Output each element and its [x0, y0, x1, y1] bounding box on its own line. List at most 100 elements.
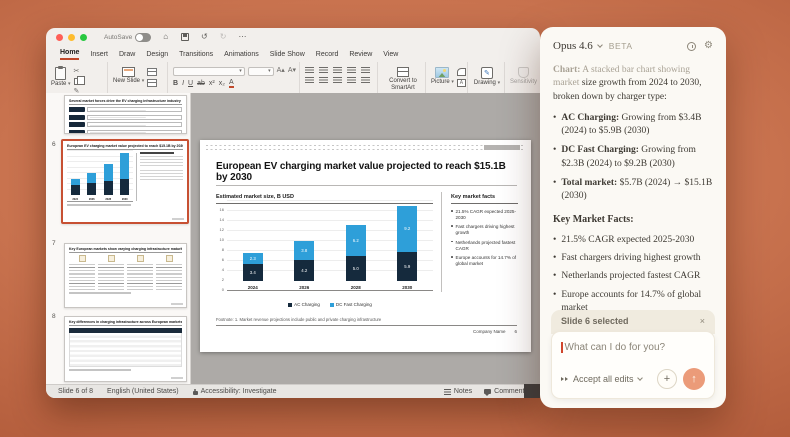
more-options-icon[interactable]: ⋯ [238, 32, 247, 41]
thumbnail-slide-7[interactable]: Key European markets show varying chargi… [64, 243, 187, 308]
accessibility-status[interactable]: Accessibility: Investigate [192, 388, 277, 395]
line-spacing-icon[interactable] [361, 67, 370, 74]
send-button[interactable]: ↑ [683, 368, 705, 390]
prompt-input[interactable]: What can I do for you? [561, 342, 705, 353]
picture-button[interactable]: Picture ▾ [431, 67, 454, 86]
slide-top-placeholder[interactable] [206, 145, 524, 152]
bullet-list-icon[interactable] [305, 67, 314, 74]
subscript-button[interactable]: x₂ [218, 80, 225, 87]
bar-segment[interactable] [103, 163, 113, 181]
attach-button[interactable]: + [657, 369, 677, 389]
bar-2030[interactable]: 2030 [120, 152, 130, 201]
comments-button[interactable]: Comments [484, 388, 528, 396]
bar-2026[interactable]: 2026 [87, 152, 97, 201]
bar-segment[interactable]: 4.2 [294, 260, 315, 281]
bar-2024[interactable]: 2.3 3.4 2024 [242, 201, 263, 290]
bar-segment[interactable]: 5.0 [345, 256, 366, 281]
text-box-icon[interactable]: A [456, 79, 466, 87]
facts-heading[interactable]: Key market facts [451, 194, 496, 200]
tab-record[interactable]: Record [315, 51, 339, 58]
facts-list[interactable]: 21.5% CAGR expected 2025-2030 Fast charg… [451, 209, 519, 271]
stacked-bar-chart[interactable]: 2.3 3.4 2024 3.8 4.2 2026 6.2 5.0 2028 9.2 5.9 2030 [227, 200, 433, 290]
notes-button[interactable]: Notes [443, 388, 472, 395]
bar-segment[interactable] [120, 153, 130, 179]
chart-heading[interactable]: Estimated market size, B USD [216, 194, 294, 200]
language-status[interactable]: English (United States) [107, 388, 179, 395]
drawing-button[interactable]: ✎ Drawing ▾ [474, 67, 500, 87]
superscript-button[interactable]: x² [208, 80, 215, 87]
bar-segment[interactable] [70, 179, 80, 186]
undo-icon[interactable]: ↺ [201, 32, 208, 41]
tab-animations[interactable]: Animations [224, 51, 259, 58]
new-slide-button[interactable]: New Slide ▾ [113, 67, 144, 85]
bar-segment[interactable]: 3.8 [294, 241, 315, 260]
strikethrough-button[interactable]: ab [197, 80, 205, 87]
tab-design[interactable]: Design [146, 51, 169, 58]
close-window-button[interactable] [56, 33, 63, 41]
bar-segment[interactable]: 5.9 [397, 251, 418, 281]
close-icon[interactable]: × [699, 315, 705, 326]
save-icon[interactable] [181, 33, 190, 41]
slide-title[interactable]: European EV charging market value projec… [216, 161, 506, 183]
slide-editor-canvas[interactable]: European EV charging market value projec… [191, 93, 540, 384]
align-left-icon[interactable] [305, 77, 314, 84]
model-chevron-icon[interactable] [596, 42, 603, 48]
bar-segment[interactable] [103, 180, 113, 195]
bar-segment[interactable]: 2.3 [242, 252, 263, 264]
indent-increase-icon[interactable] [347, 67, 356, 74]
bold-button[interactable]: B [173, 80, 179, 87]
tab-review[interactable]: Review [349, 51, 373, 58]
bar-segment[interactable] [87, 172, 97, 184]
underline-button[interactable]: U [188, 80, 194, 87]
italic-button[interactable]: I [182, 80, 185, 87]
font-color-button[interactable]: A [228, 79, 234, 88]
bar-2028[interactable]: 6.2 5.0 2028 [345, 201, 366, 290]
align-center-icon[interactable] [319, 77, 328, 84]
layout-icon[interactable] [147, 68, 158, 76]
bar-segment[interactable] [70, 185, 80, 195]
columns-icon[interactable] [361, 77, 370, 84]
cut-icon[interactable]: ✂ [73, 68, 80, 75]
tab-view[interactable]: View [383, 51, 399, 58]
shrink-font-icon[interactable]: A▾ [287, 67, 296, 74]
bar-segment[interactable] [87, 183, 97, 195]
font-size-select[interactable] [247, 67, 274, 76]
convert-to-smartart-button[interactable]: Convert to SmartArt [383, 67, 423, 92]
bar-2026[interactable]: 3.8 4.2 2026 [294, 201, 315, 290]
font-name-select[interactable] [173, 67, 245, 76]
autosave-toggle[interactable] [135, 32, 152, 42]
bar-2024[interactable]: 2024 [70, 152, 80, 201]
history-icon[interactable] [687, 41, 697, 51]
thumbnail-slide-5[interactable]: Several market forces drive the EV charg… [64, 95, 187, 134]
bar-2030[interactable]: 9.2 5.9 2030 [397, 201, 418, 290]
minimize-window-button[interactable] [68, 33, 75, 41]
bar-segment[interactable] [120, 178, 130, 195]
slide-6-canvas[interactable]: European EV charging market value projec… [200, 140, 531, 352]
bar-segment[interactable]: 3.4 [242, 264, 263, 281]
thumbnail-slide-6-selected[interactable]: European EV charging market value projec… [61, 139, 189, 224]
grow-font-icon[interactable]: A▴ [276, 67, 285, 74]
accept-edits-chevron-icon[interactable] [636, 375, 643, 381]
accept-all-edits-button[interactable]: Accept all edits [573, 374, 634, 384]
tab-home[interactable]: Home [60, 49, 80, 60]
bar-2028[interactable]: 2028 [103, 152, 113, 201]
justify-icon[interactable] [347, 77, 356, 84]
thumbnail-slide-8[interactable]: Key differences in charging infrastructu… [64, 316, 187, 382]
home-icon[interactable]: ⌂ [163, 32, 169, 41]
tab-insert[interactable]: Insert [90, 51, 108, 58]
align-right-icon[interactable] [333, 77, 342, 84]
tab-draw[interactable]: Draw [118, 51, 136, 58]
copy-icon[interactable] [73, 76, 85, 85]
numbered-list-icon[interactable] [319, 67, 328, 74]
slide-counter[interactable]: Slide 6 of 8 [58, 388, 94, 395]
zoom-window-button[interactable] [80, 33, 87, 41]
indent-decrease-icon[interactable] [333, 67, 342, 74]
tab-slideshow[interactable]: Slide Show [269, 51, 305, 58]
section-icon[interactable] [147, 79, 158, 87]
model-name[interactable]: Opus 4.6 [553, 40, 593, 52]
bar-segment[interactable]: 9.2 [397, 205, 418, 252]
format-painter-icon[interactable]: ✎ [73, 88, 80, 95]
bar-segment[interactable]: 6.2 [345, 225, 366, 256]
settings-icon[interactable]: ⚙ [704, 40, 713, 51]
shapes-icon[interactable] [456, 68, 466, 76]
